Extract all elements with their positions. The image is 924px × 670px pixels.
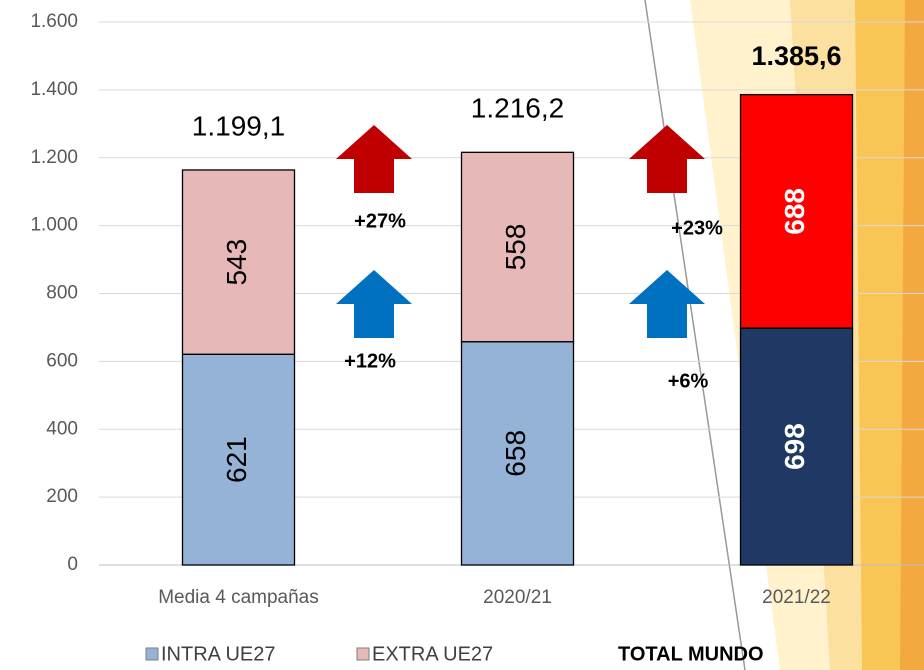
y-tick-label: 800 <box>46 283 78 304</box>
change-label: +6% <box>668 370 709 392</box>
chart: 0 200 400 600 800 1.000 1.200 1.400 1.600 Media 4… <box>0 0 924 670</box>
y-tick-label: 1.400 <box>30 79 78 100</box>
change-label: +27% <box>354 210 406 232</box>
y-tick-label: 0 <box>67 554 78 575</box>
y-tick-label: 1.600 <box>30 11 78 32</box>
value-label: 558 <box>500 224 531 271</box>
legend-swatch <box>357 648 369 660</box>
legend-label: EXTRA UE27 <box>372 643 493 665</box>
y-tick-label: 600 <box>46 350 78 371</box>
x-tick-label: 2021/22 <box>762 587 831 608</box>
y-tick-label: 1.000 <box>30 215 78 236</box>
arrow <box>336 125 412 193</box>
total-label: 1.216,2 <box>471 93 564 124</box>
value-label: 658 <box>500 430 531 477</box>
x-tick-label: 2020/21 <box>483 587 552 608</box>
arrow <box>336 270 412 338</box>
legend-label: INTRA UE27 <box>161 643 275 665</box>
value-label: 621 <box>221 436 252 483</box>
y-tick-label: 200 <box>46 486 78 507</box>
x-tick-label: Media 4 campañas <box>158 587 319 608</box>
value-label: 688 <box>779 188 810 235</box>
y-tick-label: 1.200 <box>30 147 78 168</box>
legend-label: TOTAL MUNDO <box>618 643 764 665</box>
total-label: 1.199,1 <box>192 110 285 141</box>
change-label: +12% <box>344 350 396 372</box>
y-tick-label: 400 <box>46 418 78 439</box>
value-label: 698 <box>779 423 810 470</box>
arrow <box>629 125 705 193</box>
legend-swatch <box>146 648 158 660</box>
total-label: 1.385,6 <box>751 41 841 71</box>
change-label: +23% <box>671 217 723 239</box>
value-label: 543 <box>221 239 252 286</box>
